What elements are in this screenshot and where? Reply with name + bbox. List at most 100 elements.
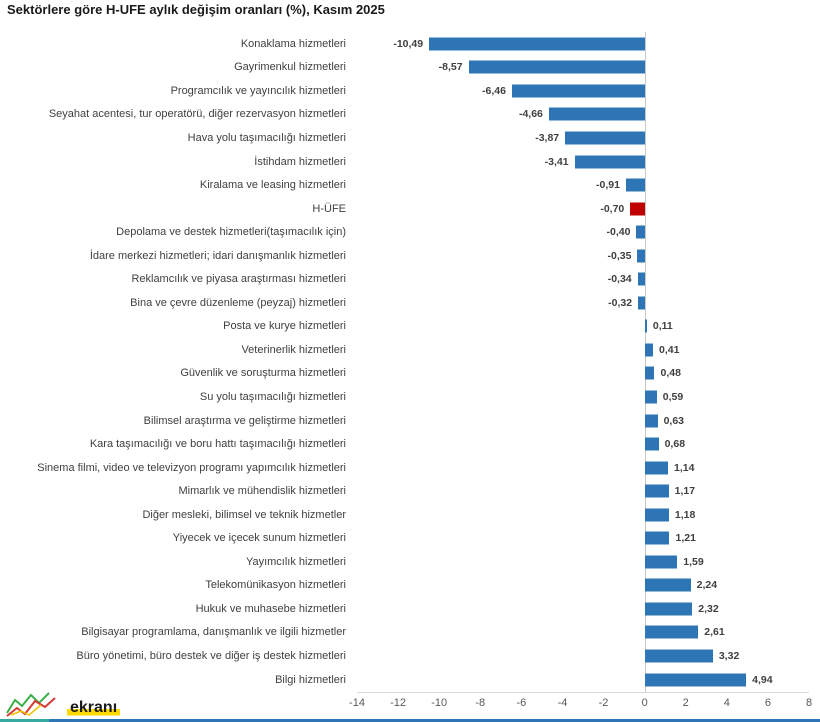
chart-row: Konaklama hizmetleri -10,49	[8, 32, 808, 56]
bar	[644, 461, 669, 475]
category-label: Telekomünikasyon hizmetleri	[205, 579, 346, 592]
chart-row: Kiralama ve leasing hizmetleri -0,91	[8, 173, 808, 197]
plot-area: 1,18	[357, 503, 808, 527]
plot-area: 3,32	[357, 644, 808, 668]
chart-row: İdare merkezi hizmetleri; idari danışman…	[8, 244, 808, 268]
category-label: Kara taşımacılığı ve boru hattı taşımacı…	[89, 438, 346, 451]
bar	[644, 437, 659, 451]
category-label: Seyahat acentesi, tur operatörü, diğer r…	[48, 108, 346, 121]
zero-axis-line	[644, 32, 646, 692]
value-label: 2,32	[698, 602, 719, 615]
chart-row: Posta ve kurye hizmetleri 0,11	[8, 315, 808, 339]
plot-area: 2,32	[357, 597, 808, 621]
category-label: İdare merkezi hizmetleri; idari danışman…	[89, 249, 346, 262]
category-label: Hukuk ve muhasebe hizmetleri	[195, 602, 346, 615]
plot-area: -0,40	[357, 220, 808, 244]
value-label: 1,14	[674, 461, 695, 474]
bar	[644, 484, 669, 498]
category-label: Büro yönetimi, büro destek ve diğer iş d…	[76, 649, 346, 662]
plot-area: 0,41	[357, 338, 808, 362]
plot-area: -0,32	[357, 291, 808, 315]
category-label: Diğer mesleki, bilimsel ve teknik hizmet…	[142, 508, 346, 521]
category-label: Güvenlik ve soruşturma hizmetleri	[180, 367, 346, 380]
bar	[644, 319, 647, 333]
bar	[644, 649, 713, 663]
bar	[644, 555, 678, 569]
plot-area: 2,61	[357, 621, 808, 645]
bar-chart: Konaklama hizmetleri -10,49 Gayrimenkul hi…	[8, 32, 812, 709]
category-label: Programcılık ve yayıncılık hizmetleri	[170, 84, 346, 97]
value-label: 2,61	[704, 626, 725, 639]
axis-tick-label: -6	[516, 697, 527, 709]
chart-row: Telekomünikasyon hizmetleri 2,24	[8, 574, 808, 598]
plot-area: 0,48	[357, 362, 808, 386]
chart-row: Gayrimenkul hizmetleri -8,57	[8, 56, 808, 80]
bar	[637, 272, 645, 286]
chart-row: Bilgisayar programlama, danışmanlık ve i…	[8, 621, 808, 645]
chart-row: Diğer mesleki, bilimsel ve teknik hizmet…	[8, 503, 808, 527]
plot-area: -6,46	[357, 79, 808, 103]
axis-tick-label: 4	[723, 697, 730, 709]
chart-row: Yiyecek ve içecek sunum hizmetleri 1,21	[8, 526, 808, 550]
plot-area: -0,34	[357, 267, 808, 291]
category-label: Sinema filmi, video ve televizyon progra…	[37, 461, 346, 474]
bar	[511, 84, 645, 98]
bar	[644, 531, 670, 545]
plot-area: 2,24	[357, 574, 808, 598]
category-label: Kiralama ve leasing hizmetleri	[199, 179, 346, 192]
category-label: Veterinerlik hizmetleri	[241, 343, 346, 356]
bar	[644, 673, 747, 687]
axis-tick-label: -14	[349, 697, 365, 709]
value-label: 0,68	[664, 438, 686, 451]
chart-row: H-ÜFE -0,70	[8, 197, 808, 221]
value-label: 1,21	[675, 532, 696, 545]
bar	[625, 178, 645, 192]
bar	[636, 225, 645, 239]
category-label: Gayrimenkul hizmetleri	[234, 61, 346, 74]
chart-row: Sinema filmi, video ve televizyon progra…	[8, 456, 808, 480]
plot-area: 4,94	[357, 668, 808, 692]
watermark-logo: ekranı	[5, 691, 121, 717]
value-label: 4,94	[752, 673, 773, 686]
chart-rows: Konaklama hizmetleri -10,49 Gayrimenkul hi…	[8, 32, 808, 692]
axis-tick-label: -10	[431, 697, 448, 709]
plot-area: -8,57	[357, 56, 808, 80]
value-label: 2,24	[696, 579, 718, 592]
footer-line	[0, 719, 820, 722]
plot-area: 1,14	[357, 456, 808, 480]
plot-area: 1,17	[357, 479, 808, 503]
bar	[548, 107, 645, 121]
chart-row: Veterinerlik hizmetleri 0,41	[8, 338, 808, 362]
value-label: -0,34	[607, 273, 632, 286]
category-label: H-ÜFE	[312, 202, 346, 215]
bar	[644, 602, 693, 616]
plot-area: 0,59	[357, 385, 808, 409]
chart-row: Programcılık ve yayıncılık hizmetleri -6,…	[8, 79, 808, 103]
chart-row: Bilimsel araştırma ve geliştirme hizmetl…	[8, 409, 808, 433]
axis-tick-label: -12	[390, 697, 407, 709]
axis-tick-label: -8	[475, 697, 486, 709]
axis-tick-label: -4	[557, 697, 568, 709]
chart-row: Seyahat acentesi, tur operatörü, diğer r…	[8, 103, 808, 127]
axis-tick-label: 8	[805, 697, 813, 709]
bar	[468, 60, 645, 74]
chart-row: Bina ve çevre düzenleme (peyzaj) hizmetl…	[8, 291, 808, 315]
value-label: -0,70	[600, 202, 625, 215]
axis-tick-label: 2	[682, 697, 689, 709]
plot-area: 0,68	[357, 432, 808, 456]
bar	[644, 343, 654, 357]
value-label: -4,66	[518, 108, 543, 121]
plot-area: 1,59	[357, 550, 808, 574]
bar	[644, 390, 657, 404]
bar	[644, 625, 699, 639]
chart-row: Su yolu taşımacılığı hizmetleri 0,59	[8, 385, 808, 409]
value-label: -3,87	[535, 131, 560, 144]
logo-chart-icon	[6, 692, 56, 717]
chart-row: Büro yönetimi, büro destek ve diğer iş d…	[8, 644, 808, 668]
value-label: 0,59	[662, 390, 684, 403]
category-label: Su yolu taşımacılığı hizmetleri	[199, 390, 346, 403]
bar	[429, 37, 645, 51]
value-label: 0,41	[659, 343, 680, 356]
value-label: -0,32	[608, 296, 633, 309]
